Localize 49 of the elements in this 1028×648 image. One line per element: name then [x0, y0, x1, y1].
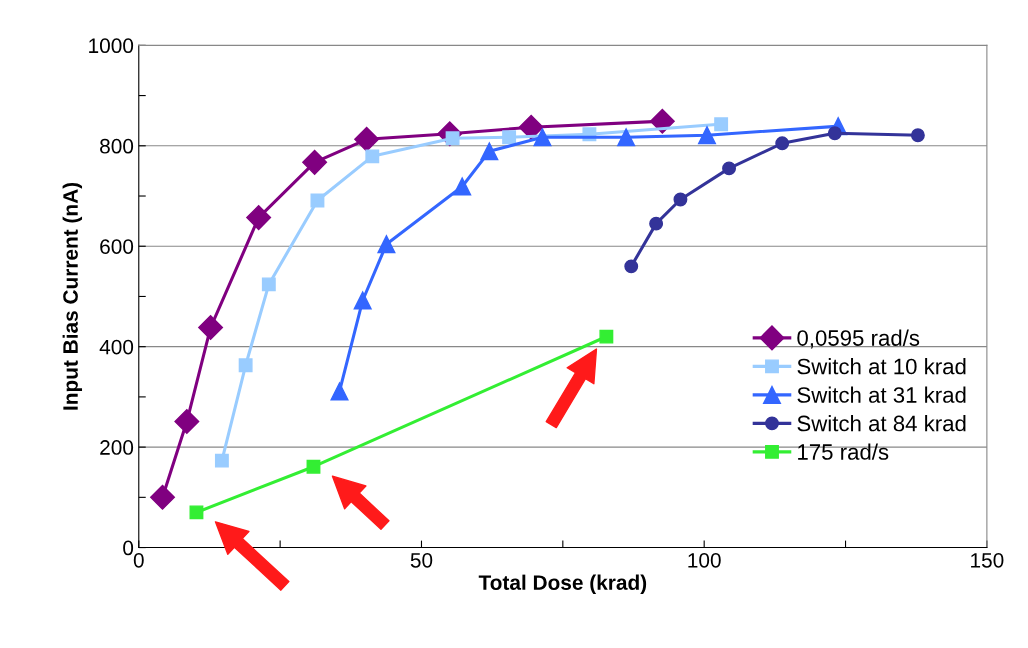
point — [533, 128, 552, 147]
legend-label: Switch at 31 krad — [797, 386, 966, 403]
point — [246, 205, 272, 231]
point — [354, 126, 380, 152]
point — [214, 453, 229, 468]
y-tick-label: 0 — [123, 540, 134, 556]
x-tick-label: 0 — [133, 552, 144, 568]
point — [353, 291, 372, 310]
x-tick-label: 50 — [410, 552, 433, 568]
point — [649, 108, 675, 134]
point — [150, 484, 176, 510]
point — [306, 459, 321, 474]
point — [697, 126, 717, 145]
point — [910, 128, 925, 143]
point — [198, 315, 224, 341]
y-tick-label: 600 — [100, 239, 134, 254]
point — [722, 161, 737, 176]
x-axis-title: Total Dose (krad) — [478, 574, 647, 595]
point — [365, 149, 380, 164]
point — [599, 329, 614, 344]
point — [377, 235, 396, 254]
x-tick-label: 150 — [971, 552, 1004, 568]
point — [714, 117, 729, 132]
point — [174, 409, 200, 434]
point — [624, 259, 639, 274]
legend-label: Switch at 84 krad — [797, 415, 966, 432]
point — [480, 142, 499, 161]
legend-label: 175 rad/s — [798, 443, 889, 460]
y-tick-label: 400 — [99, 339, 134, 355]
point — [617, 128, 636, 147]
x-tick-label: 100 — [688, 552, 721, 568]
point — [189, 505, 204, 520]
point — [261, 277, 276, 292]
y-axis-title: Input Bias Current (nA) — [62, 182, 83, 410]
legend-label: Switch at 10 krad — [797, 358, 966, 375]
point — [238, 358, 253, 373]
point — [453, 177, 472, 196]
point — [518, 114, 544, 140]
point — [827, 126, 842, 141]
point — [775, 136, 790, 151]
point — [649, 216, 664, 231]
point — [302, 149, 328, 175]
y-tick-label: 800 — [100, 138, 134, 154]
point — [330, 382, 349, 401]
point — [502, 130, 517, 145]
y-tick-label: 1000 — [89, 38, 134, 54]
y-tick-label: 200 — [100, 440, 134, 455]
point — [673, 192, 688, 207]
legend-label: 0,0595 rad/s — [797, 329, 920, 349]
